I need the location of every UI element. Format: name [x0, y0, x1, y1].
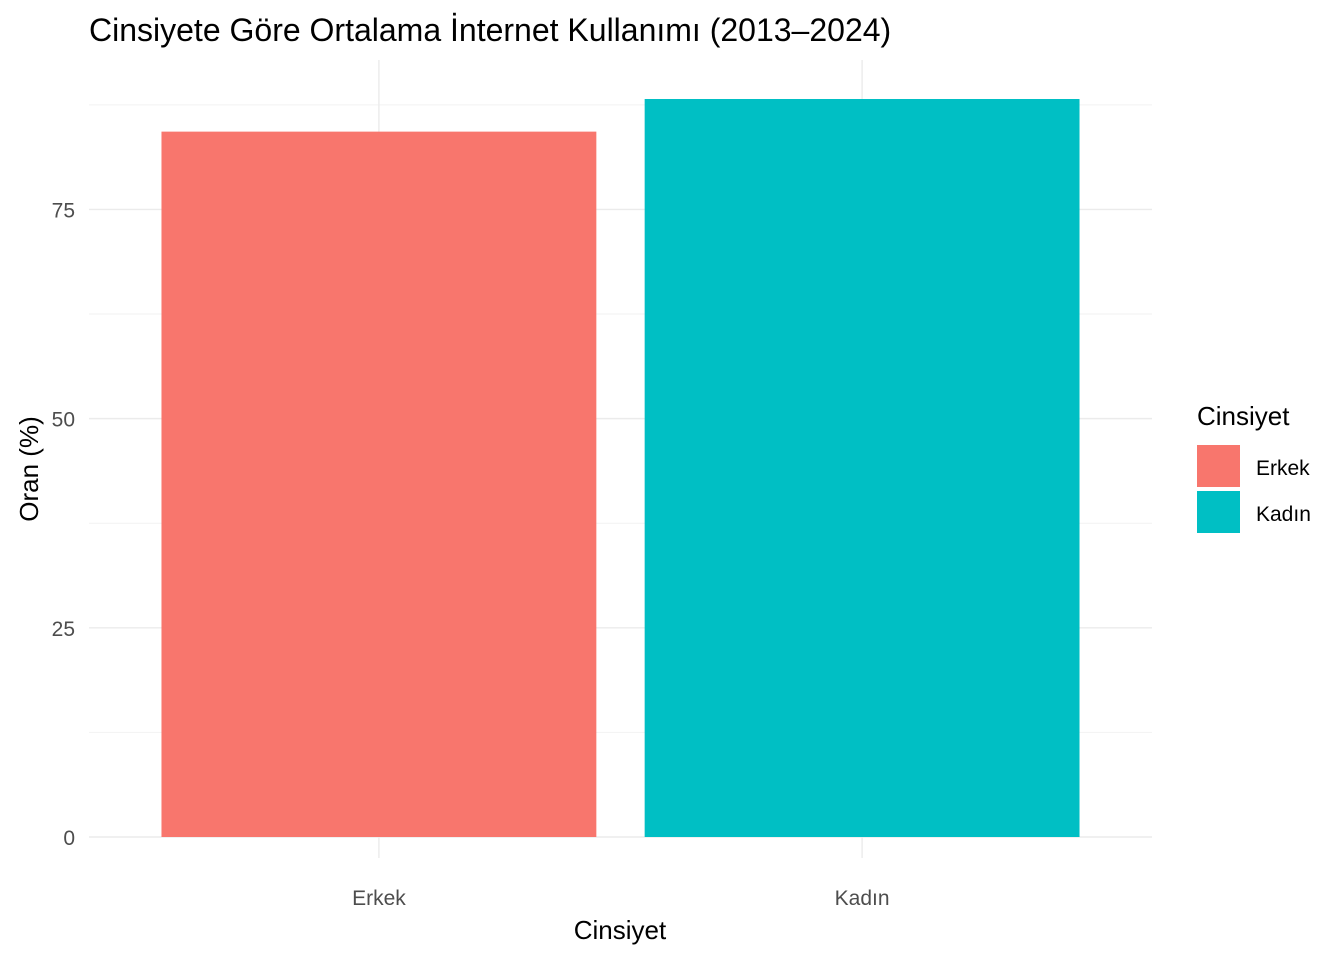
legend-title: Cinsiyet	[1197, 401, 1290, 431]
x-axis-title: Cinsiyet	[574, 915, 667, 945]
x-axis-ticks: Erkek Kadın	[352, 887, 889, 910]
legend-swatch	[1197, 491, 1240, 533]
bar-erkek	[161, 131, 597, 837]
bars	[161, 99, 1080, 837]
bar-kadın	[644, 99, 1080, 837]
y-axis-title: Oran (%)	[14, 416, 44, 521]
y-axis-ticks: 0 25 50 75	[52, 199, 75, 850]
legend-label: Kadın	[1256, 503, 1311, 526]
x-tick-label: Kadın	[835, 887, 890, 910]
y-tick-label: 0	[63, 827, 75, 850]
legend: Cinsiyet Erkek Kadın	[1197, 401, 1311, 533]
x-tick-label: Erkek	[352, 887, 406, 910]
y-tick-label: 75	[52, 199, 75, 222]
y-tick-label: 25	[52, 618, 75, 641]
y-tick-label: 50	[52, 409, 75, 432]
legend-swatch	[1197, 445, 1240, 487]
chart-title: Cinsiyete Göre Ortalama İnternet Kullanı…	[89, 12, 891, 48]
legend-label: Erkek	[1256, 457, 1310, 480]
